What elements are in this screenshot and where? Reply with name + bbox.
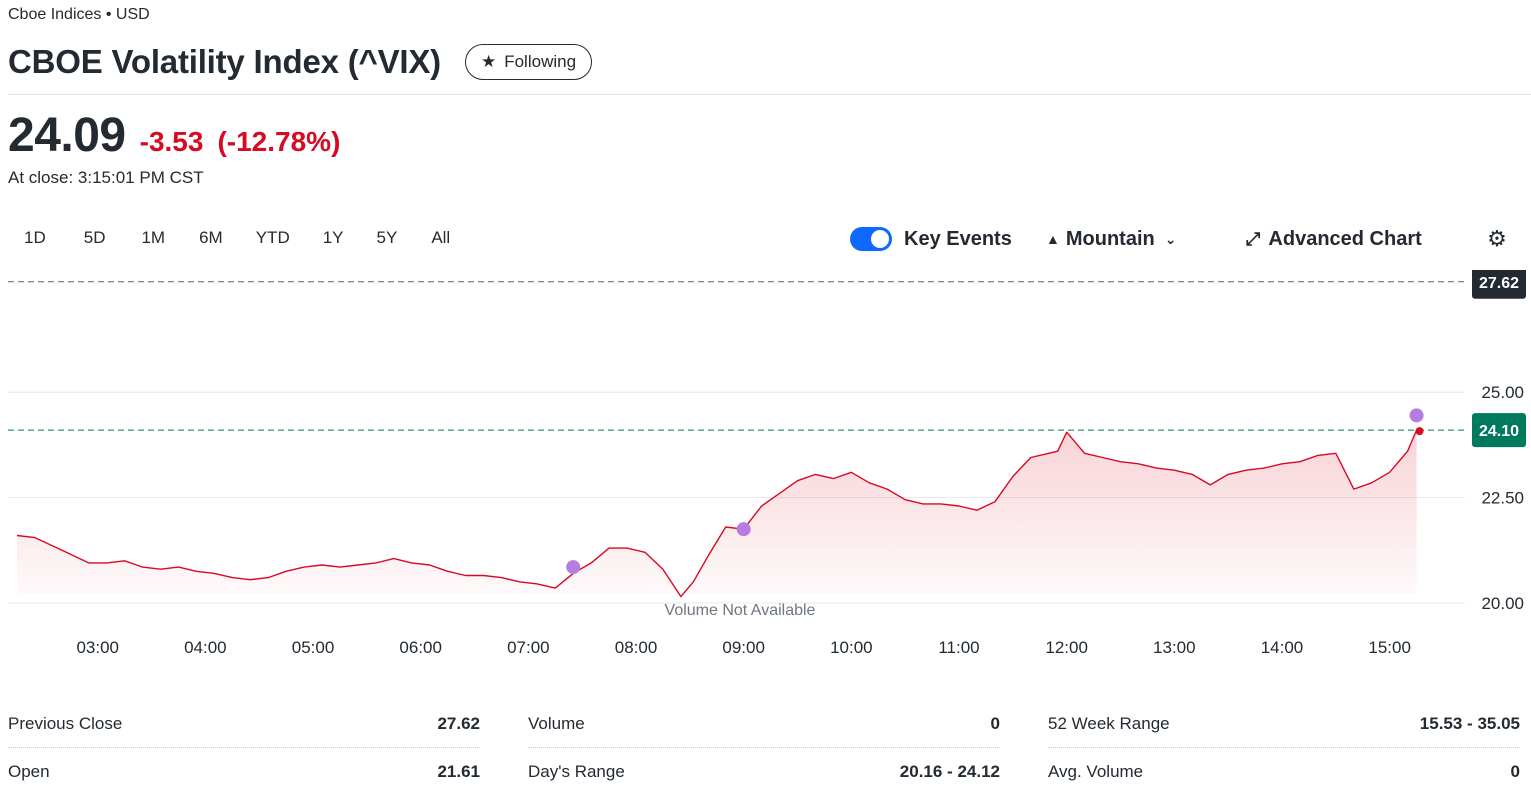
stat-label: Previous Close — [8, 713, 123, 733]
key-event-marker[interactable] — [1409, 408, 1424, 423]
price-chart[interactable]: 25.00 22.50 20.00 27.62 24.10 03:00 04:00 05:… — [0, 270, 1531, 675]
x-tick-label: 12:00 — [1045, 638, 1088, 657]
range-1m[interactable]: 1M — [127, 224, 179, 252]
y-tick-label: 20.00 — [1481, 594, 1524, 613]
range-5y[interactable]: 5Y — [363, 224, 412, 252]
key-events-label[interactable]: Key Events — [904, 227, 1012, 250]
range-1d[interactable]: 1D — [10, 224, 60, 252]
stat-row: Previous Close 27.62 — [8, 700, 480, 748]
chart-type-dropdown[interactable]: ▲ Mountain ⌄ — [1046, 224, 1176, 254]
stat-value: 0 — [990, 713, 1000, 733]
stats-column-3: 52 Week Range 15.53 - 35.05 Avg. Volume … — [1048, 700, 1520, 788]
exchange-label: Cboe Indices • USD — [8, 6, 150, 23]
current-price-badge: 24.10 — [1479, 423, 1519, 440]
key-events-control: Key Events — [850, 224, 1012, 254]
close-time: At close: 3:15:01 PM CST — [8, 168, 204, 187]
stat-value: 0 — [1510, 762, 1520, 781]
key-event-marker[interactable] — [566, 560, 581, 575]
x-tick-label: 07:00 — [507, 638, 550, 657]
chart-type-label: Mountain — [1065, 227, 1155, 250]
page-title: CBOE Volatility Index (^VIX) — [8, 43, 441, 80]
stat-value: 27.62 — [437, 713, 480, 733]
stat-row: Open 21.61 — [8, 748, 480, 788]
stats-table: Previous Close 27.62 Open 21.61 Volume 0… — [0, 700, 1531, 788]
stat-row: Avg. Volume 0 — [1048, 748, 1520, 788]
previous-close-badge: 27.62 — [1479, 275, 1519, 292]
quote-row: 24.09 -3.53 (-12.78%) — [8, 108, 340, 163]
price-change-percent: (-12.78%) — [217, 126, 341, 157]
header-divider — [8, 94, 1531, 95]
stat-label: Volume — [528, 713, 585, 733]
chevron-down-icon: ⌄ — [1164, 230, 1177, 247]
x-tick-label: 13:00 — [1153, 638, 1196, 657]
toggle-knob — [871, 230, 889, 248]
star-icon: ★ — [480, 52, 497, 71]
stats-column-2: Volume 0 Day's Range 20.16 - 24.12 — [528, 700, 1000, 788]
stat-label: Day's Range — [528, 762, 625, 781]
x-tick-label: 08:00 — [615, 638, 658, 657]
volume-note: Volume Not Available — [665, 602, 816, 619]
following-label: Following — [504, 52, 577, 71]
x-tick-label: 04:00 — [184, 638, 227, 657]
stat-label: Open — [8, 762, 50, 781]
advanced-chart-label: Advanced Chart — [1268, 227, 1422, 250]
stat-value: 20.16 - 24.12 — [899, 762, 1000, 781]
x-tick-label: 15:00 — [1368, 638, 1411, 657]
x-tick-label: 09:00 — [722, 638, 765, 657]
price-area — [17, 430, 1417, 597]
price-change: -3.53 — [139, 126, 204, 157]
gear-icon[interactable]: ⚙ — [1487, 226, 1507, 251]
x-tick-label: 10:00 — [830, 638, 873, 657]
y-tick-label: 22.50 — [1481, 489, 1524, 508]
stat-row: Day's Range 20.16 - 24.12 — [528, 748, 1000, 788]
stat-label: 52 Week Range — [1048, 713, 1170, 733]
price-line — [16, 429, 1418, 598]
y-tick-label: 25.00 — [1481, 383, 1524, 402]
key-events-toggle[interactable] — [850, 227, 892, 251]
previous-close-badge-bg — [1472, 270, 1526, 299]
time-range-selector: 1D 5D 1M 6M YTD 1Y 5Y All — [10, 224, 464, 252]
range-5d[interactable]: 5D — [70, 224, 120, 252]
stat-row: Volume 0 — [528, 700, 1000, 748]
x-tick-label: 06:00 — [399, 638, 442, 657]
stat-row: 52 Week Range 15.53 - 35.05 — [1048, 700, 1520, 748]
x-tick-label: 03:00 — [76, 638, 119, 657]
stat-value: 15.53 - 35.05 — [1419, 713, 1520, 733]
stat-label: Avg. Volume — [1048, 762, 1144, 781]
key-event-marker[interactable] — [736, 522, 751, 537]
range-all[interactable]: All — [417, 224, 464, 252]
advanced-chart-button[interactable]: ⤢ Advanced Chart — [1246, 224, 1422, 254]
last-price-dot — [1415, 427, 1424, 436]
following-button[interactable]: ★ Following — [464, 44, 593, 80]
expand-icon: ⤢ — [1246, 228, 1261, 249]
range-6m[interactable]: 6M — [185, 224, 237, 252]
stats-column-1: Previous Close 27.62 Open 21.61 — [8, 700, 480, 788]
stat-value: 21.61 — [437, 762, 480, 781]
current-price: 24.09 — [8, 109, 126, 162]
current-price-badge-bg — [1472, 413, 1526, 448]
title-row: CBOE Volatility Index (^VIX) ★ Following — [8, 40, 593, 84]
x-tick-label: 05:00 — [292, 638, 335, 657]
range-1y[interactable]: 1Y — [309, 224, 358, 252]
x-tick-label: 11:00 — [938, 638, 979, 657]
range-ytd[interactable]: YTD — [242, 224, 304, 252]
mountain-icon: ▲ — [1046, 231, 1060, 247]
x-tick-label: 14:00 — [1261, 638, 1304, 657]
